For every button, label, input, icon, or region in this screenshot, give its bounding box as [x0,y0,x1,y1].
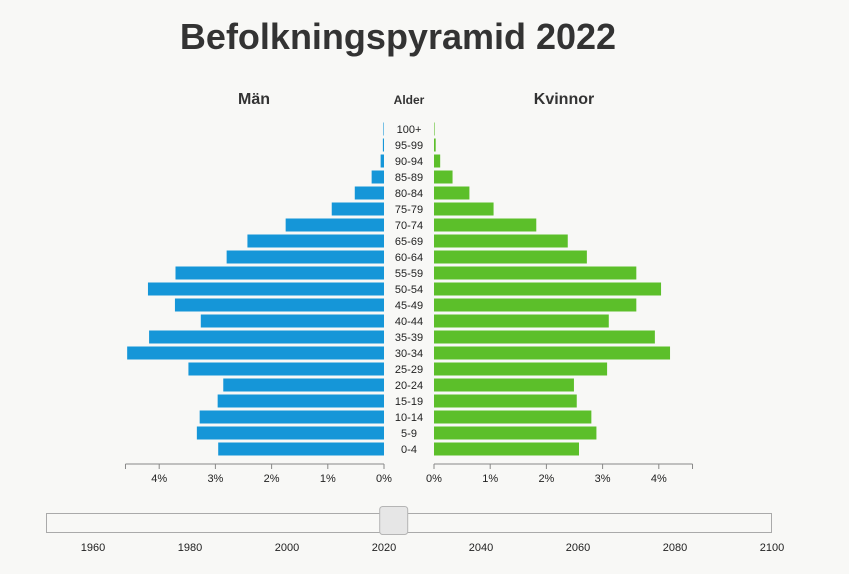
age-label-75-79: 75-79 [395,204,423,216]
bar-women-75-79 [434,202,494,216]
slider-handle[interactable] [379,506,409,535]
men-tick-label: 3% [207,473,223,485]
bar-men-85-89 [371,170,384,184]
age-label-45-49: 45-49 [395,300,423,312]
bar-men-5-9 [196,426,384,440]
bar-women-55-59 [434,266,637,280]
women-bars [434,122,671,456]
bar-women-100+ [434,122,435,136]
men-x-axis: 4% 3% 2% 1% 0% [124,463,392,485]
bar-men-80-84 [354,186,384,200]
bar-women-85-89 [434,170,453,184]
age-label-80-84: 80-84 [395,188,423,200]
slider-tick-label: 1960 [81,542,105,554]
bar-men-55-59 [175,266,384,280]
men-tick-label: 4% [151,473,167,485]
women-tick-label: 4% [651,473,667,485]
age-label-5-9: 5-9 [401,428,417,440]
slider-tick-label: 1980 [178,542,202,554]
bar-women-15-19 [434,394,577,408]
age-label-10-14: 10-14 [395,412,423,424]
bar-women-65-69 [434,234,568,248]
bar-men-100+ [383,122,384,136]
bar-women-50-54 [434,282,662,296]
age-label-50-54: 50-54 [395,284,423,296]
age-label-95-99: 95-99 [395,140,423,152]
bar-men-15-19 [217,394,384,408]
bar-women-35-39 [434,330,655,344]
women-tick-label: 3% [595,473,611,485]
bar-women-45-49 [434,298,637,312]
chart-title: Befolkningspyramid 2022 [180,16,616,57]
women-tick-label: 2% [538,473,554,485]
bar-women-25-29 [434,362,608,376]
bar-men-20-24 [223,378,384,392]
slider-track[interactable] [46,513,772,533]
bar-men-25-29 [188,362,384,376]
bar-women-5-9 [434,426,597,440]
slider-tick-label: 2060 [566,542,590,554]
age-label-55-59: 55-59 [395,268,423,280]
age-header: Alder [394,93,425,107]
age-label-30-34: 30-34 [395,348,423,360]
year-slider[interactable]: 1960 1980 2000 2020 2040 2060 2080 2100 [46,506,785,555]
women-x-axis: 0% 1% 2% 3% 4% [426,463,694,485]
bar-men-0-4 [218,442,384,456]
bar-men-95-99 [382,138,384,152]
women-header: Kvinnor [534,91,594,108]
age-label-85-89: 85-89 [395,172,423,184]
slider-ticks: 1960 1980 2000 2020 2040 2060 2080 2100 [81,542,784,554]
bar-men-75-79 [331,202,384,216]
bar-men-10-14 [199,410,384,424]
men-tick-label: 2% [264,473,280,485]
age-group-labels: 100+ 95-99 90-94 85-89 80-84 75-79 70-74 65-69 6… [395,124,423,456]
age-label-15-19: 15-19 [395,396,423,408]
slider-tick-label: 2040 [469,542,493,554]
bar-women-40-44 [434,314,609,328]
bar-men-35-39 [149,330,384,344]
age-label-40-44: 40-44 [395,316,423,328]
age-label-100+: 100+ [397,124,422,136]
bar-women-80-84 [434,186,470,200]
bar-men-60-64 [226,250,384,264]
men-bars [127,122,384,456]
age-label-0-4: 0-4 [401,444,417,456]
women-tick-label: 1% [482,473,498,485]
slider-tick-label: 2100 [760,542,784,554]
slider-tick-label: 2020 [372,542,396,554]
bar-men-45-49 [174,298,384,312]
age-label-25-29: 25-29 [395,364,423,376]
bar-men-30-34 [127,346,384,360]
bar-women-70-74 [434,218,537,232]
bar-women-0-4 [434,442,579,456]
age-label-65-69: 65-69 [395,236,423,248]
bar-women-60-64 [434,250,587,264]
age-label-90-94: 90-94 [395,156,423,168]
men-tick-label: 0% [376,473,392,485]
age-label-70-74: 70-74 [395,220,423,232]
bar-men-40-44 [200,314,384,328]
men-header: Män [238,91,270,108]
age-label-60-64: 60-64 [395,252,423,264]
bar-women-30-34 [434,346,671,360]
bar-women-95-99 [434,138,436,152]
bar-men-90-94 [380,154,384,168]
age-label-35-39: 35-39 [395,332,423,344]
bar-women-90-94 [434,154,441,168]
women-tick-label: 0% [426,473,442,485]
bar-men-70-74 [285,218,384,232]
bar-men-50-54 [147,282,384,296]
slider-tick-label: 2000 [275,542,299,554]
slider-tick-label: 2080 [663,542,687,554]
age-label-20-24: 20-24 [395,380,423,392]
bar-women-10-14 [434,410,592,424]
bar-women-20-24 [434,378,574,392]
men-tick-label: 1% [320,473,336,485]
bar-men-65-69 [247,234,384,248]
